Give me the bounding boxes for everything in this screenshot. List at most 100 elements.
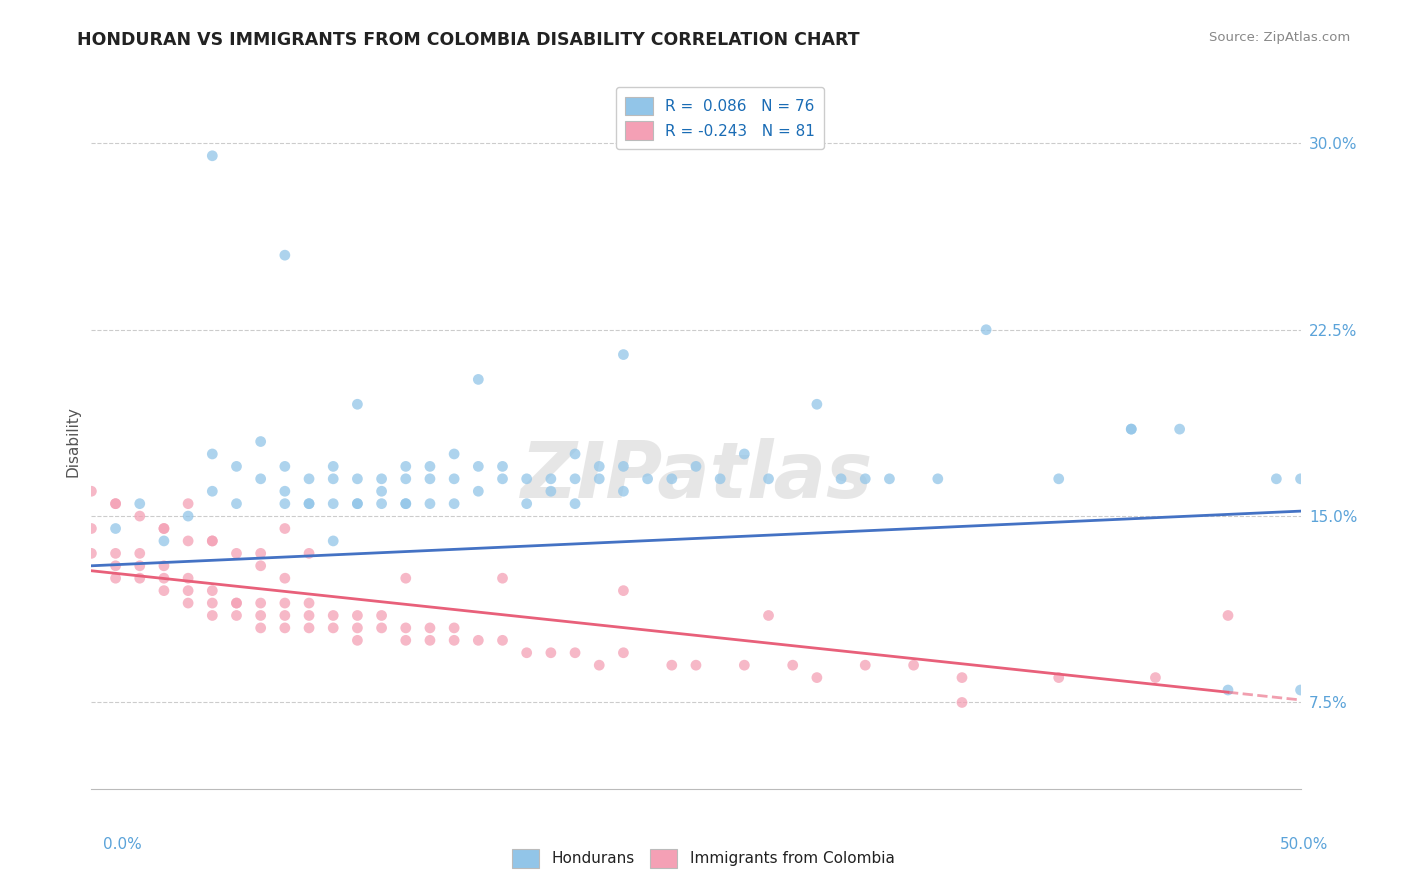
Point <box>249 621 271 635</box>
Point <box>80 484 103 499</box>
Point <box>806 397 828 411</box>
Text: ZIPatlas: ZIPatlas <box>520 438 872 515</box>
Point <box>588 658 610 673</box>
Point <box>564 472 586 486</box>
Point <box>540 472 562 486</box>
Point <box>104 546 127 560</box>
Point <box>1265 472 1288 486</box>
Point <box>395 571 418 585</box>
Point <box>298 608 321 623</box>
Point <box>201 484 224 499</box>
Point <box>733 658 755 673</box>
Point <box>370 497 392 511</box>
Point <box>201 533 224 548</box>
Point <box>225 459 247 474</box>
Point <box>274 608 297 623</box>
Point <box>516 497 538 511</box>
Point <box>419 472 441 486</box>
Text: HONDURAN VS IMMIGRANTS FROM COLOMBIA DISABILITY CORRELATION CHART: HONDURAN VS IMMIGRANTS FROM COLOMBIA DIS… <box>77 31 860 49</box>
Point <box>177 583 200 598</box>
Point <box>516 646 538 660</box>
Point <box>322 608 344 623</box>
Point <box>491 633 513 648</box>
Point <box>491 472 513 486</box>
Point <box>1121 422 1143 436</box>
Point <box>588 459 610 474</box>
Point <box>395 497 418 511</box>
Point <box>201 583 224 598</box>
Point <box>612 646 634 660</box>
Point <box>104 571 127 585</box>
Legend: Hondurans, Immigrants from Colombia: Hondurans, Immigrants from Colombia <box>506 843 900 873</box>
Point <box>128 546 150 560</box>
Point <box>298 596 321 610</box>
Point <box>467 372 489 386</box>
Point <box>443 497 465 511</box>
Point <box>346 633 368 648</box>
Point <box>153 583 176 598</box>
Point <box>298 621 321 635</box>
Point <box>370 621 392 635</box>
Point <box>298 546 321 560</box>
Point <box>685 658 707 673</box>
Point <box>540 646 562 660</box>
Point <box>419 621 441 635</box>
Point <box>974 323 997 337</box>
Point <box>419 497 441 511</box>
Point <box>274 521 297 535</box>
Point <box>322 533 344 548</box>
Point <box>153 521 176 535</box>
Point <box>395 472 418 486</box>
Point <box>467 633 489 648</box>
Point <box>201 608 224 623</box>
Point <box>516 472 538 486</box>
Legend: R =  0.086   N = 76, R = -0.243   N = 81: R = 0.086 N = 76, R = -0.243 N = 81 <box>616 87 824 149</box>
Point <box>177 509 200 524</box>
Text: 0.0%: 0.0% <box>103 838 142 852</box>
Point <box>1121 422 1143 436</box>
Point <box>177 533 200 548</box>
Point <box>564 447 586 461</box>
Point <box>564 646 586 660</box>
Point <box>201 149 224 163</box>
Point <box>201 596 224 610</box>
Point <box>225 608 247 623</box>
Point <box>564 497 586 511</box>
Point <box>443 447 465 461</box>
Point <box>927 472 949 486</box>
Point <box>419 633 441 648</box>
Point <box>346 397 368 411</box>
Point <box>903 658 925 673</box>
Point <box>1289 472 1312 486</box>
Point <box>612 348 634 362</box>
Point <box>1144 671 1167 685</box>
Point <box>830 472 852 486</box>
Point <box>298 472 321 486</box>
Point <box>540 484 562 499</box>
Point <box>1289 683 1312 698</box>
Point <box>467 459 489 474</box>
Point <box>322 459 344 474</box>
Point <box>249 472 271 486</box>
Point <box>177 571 200 585</box>
Y-axis label: Disability: Disability <box>65 406 80 477</box>
Point <box>1216 608 1239 623</box>
Point <box>950 671 973 685</box>
Point <box>128 571 150 585</box>
Point <box>395 497 418 511</box>
Point <box>709 472 731 486</box>
Point <box>177 497 200 511</box>
Point <box>1047 472 1070 486</box>
Point <box>153 558 176 573</box>
Point <box>782 658 804 673</box>
Point <box>274 459 297 474</box>
Point <box>370 484 392 499</box>
Point <box>395 621 418 635</box>
Point <box>395 459 418 474</box>
Point <box>685 459 707 474</box>
Point <box>201 533 224 548</box>
Point <box>274 621 297 635</box>
Point <box>225 546 247 560</box>
Point <box>733 447 755 461</box>
Point <box>128 497 150 511</box>
